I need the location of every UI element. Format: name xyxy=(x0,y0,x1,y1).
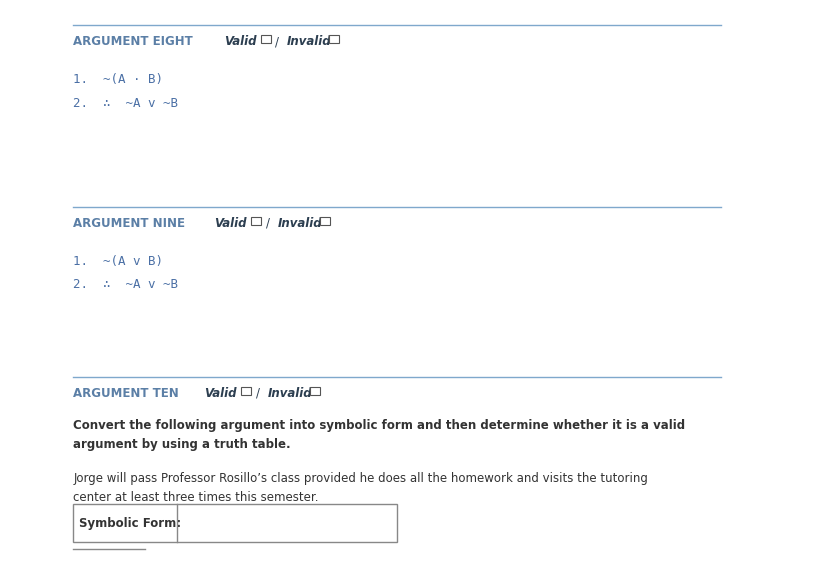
Text: 1.  ~(A v B): 1. ~(A v B) xyxy=(73,255,163,268)
Text: Invalid: Invalid xyxy=(287,35,332,48)
Text: ARGUMENT EIGHT: ARGUMENT EIGHT xyxy=(73,35,193,48)
Bar xyxy=(73,504,397,542)
Text: Valid: Valid xyxy=(204,387,237,400)
Text: /: / xyxy=(276,35,280,48)
Text: /: / xyxy=(256,387,260,400)
Text: Symbolic Form:: Symbolic Form: xyxy=(80,516,181,530)
Text: Invalid: Invalid xyxy=(277,217,322,230)
Bar xyxy=(329,35,339,43)
Text: /: / xyxy=(266,217,270,230)
Text: 2.  ∴  ~A v ~B: 2. ∴ ~A v ~B xyxy=(73,278,178,291)
Bar xyxy=(251,217,262,224)
Bar xyxy=(320,217,330,224)
Text: Valid: Valid xyxy=(224,35,256,48)
Bar xyxy=(261,35,271,43)
Text: Valid: Valid xyxy=(215,217,247,230)
Bar xyxy=(310,387,320,395)
Text: 2.  ∴  ~A v ~B: 2. ∴ ~A v ~B xyxy=(73,97,178,110)
Text: Jorge will pass Professor Rosillo’s class provided he does all the homework and : Jorge will pass Professor Rosillo’s clas… xyxy=(73,472,648,504)
Bar xyxy=(241,387,251,395)
Text: ARGUMENT NINE: ARGUMENT NINE xyxy=(73,217,185,230)
Text: Invalid: Invalid xyxy=(267,387,312,400)
Text: Convert the following argument into symbolic form and then determine whether it : Convert the following argument into symb… xyxy=(73,419,685,451)
Text: 1.  ~(A · B): 1. ~(A · B) xyxy=(73,73,163,86)
Text: ARGUMENT TEN: ARGUMENT TEN xyxy=(73,387,179,400)
